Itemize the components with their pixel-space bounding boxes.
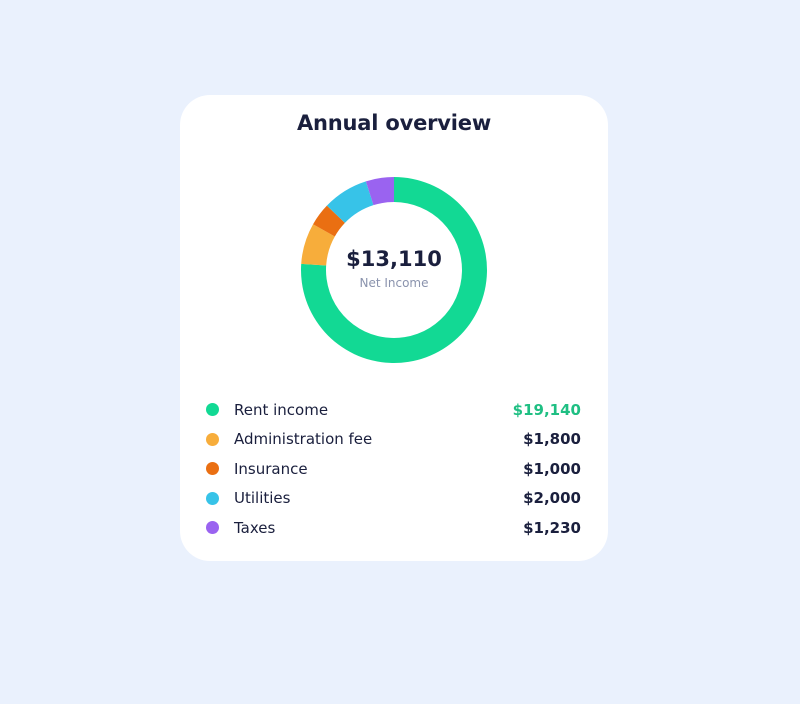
rent-income-label: Rent income [234, 400, 329, 419]
net-income-label: Net Income [359, 276, 429, 290]
legend-row-insurance: Insurance $1,000 [206, 454, 581, 484]
taxes-value: $1,230 [523, 518, 581, 537]
legend: Rent income $19,140 Administration fee $… [206, 395, 581, 543]
rent-income-dot [206, 403, 219, 417]
insurance-value: $1,000 [523, 459, 581, 478]
insurance-dot [206, 462, 219, 476]
legend-row-utilities: Utilities $2,000 [206, 484, 581, 514]
donut-segment-taxes [365, 177, 394, 206]
donut-segment-insurance [313, 205, 345, 237]
donut-segment-administration-fee [301, 224, 335, 266]
taxes-label: Taxes [234, 518, 276, 537]
card-title: Annual overview [296, 111, 492, 135]
administration-fee-dot [206, 432, 219, 446]
annual-overview-card: Annual overview $13,110 Net Income Rent … [180, 95, 608, 561]
legend-row-taxes: Taxes $1,230 [206, 513, 581, 543]
utilities-label: Utilities [234, 489, 291, 508]
utilities-value: $2,000 [523, 489, 581, 508]
net-income-value: $13,110 [346, 247, 442, 271]
legend-row-administration-fee: Administration fee $1,800 [206, 425, 581, 455]
taxes-dot [206, 521, 219, 535]
utilities-dot [206, 491, 219, 505]
administration-fee-value: $1,800 [523, 430, 581, 449]
donut-segment-utilities [326, 181, 374, 223]
administration-fee-label: Administration fee [234, 430, 373, 449]
legend-row-rent-income: Rent income $19,140 [206, 395, 581, 425]
income-donut-chart [301, 177, 487, 363]
rent-income-value: $19,140 [512, 400, 581, 419]
insurance-label: Insurance [234, 459, 308, 478]
